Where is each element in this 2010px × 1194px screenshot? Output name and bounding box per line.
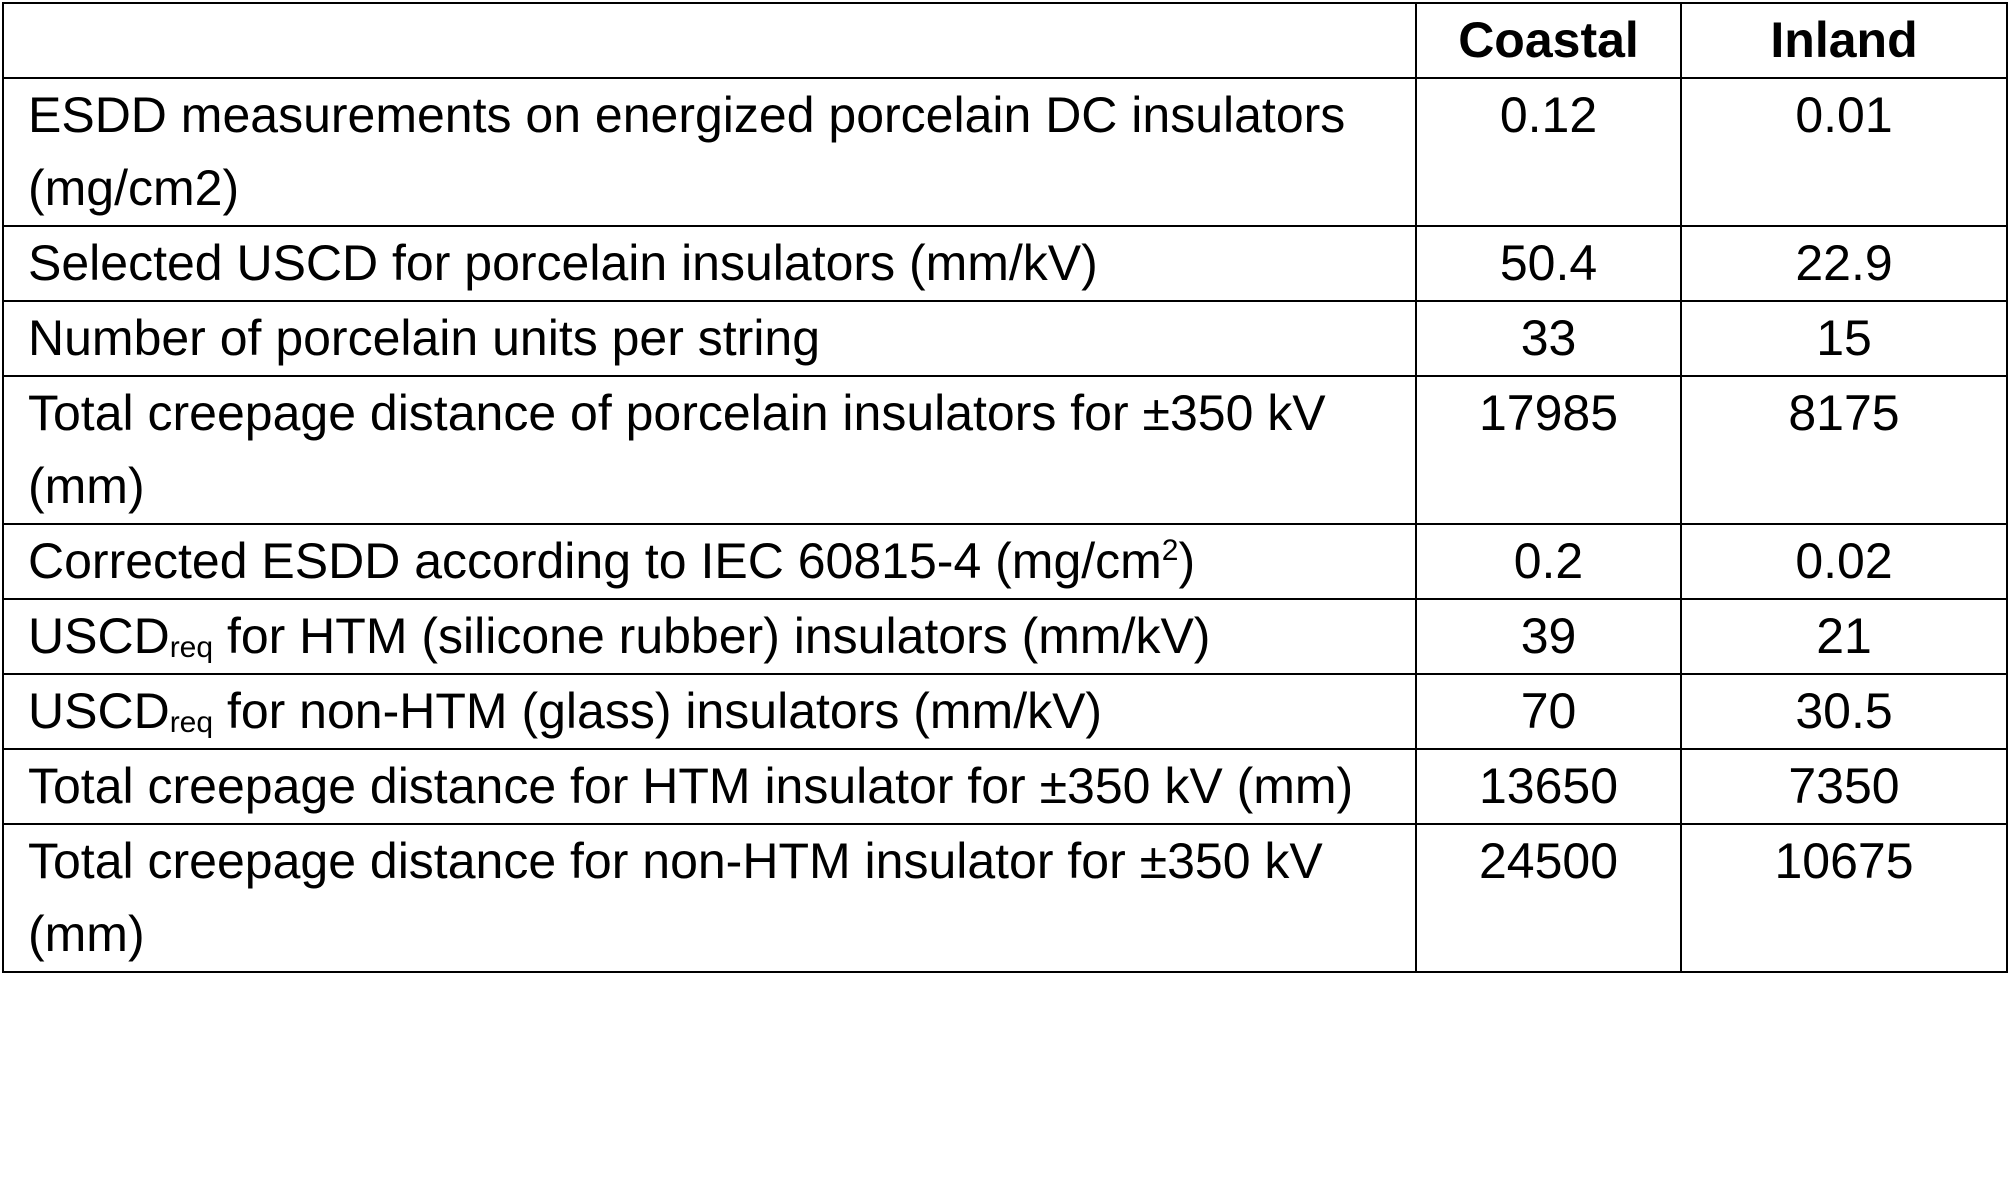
label-text: USCD [28, 683, 170, 739]
value-cell: 30.5 [1680, 673, 2008, 750]
value-cell: 13650 [1415, 748, 1682, 825]
table-row: Total creepage distance of porcelain ins… [2, 375, 2008, 525]
value-cell: 8175 [1680, 375, 2008, 525]
value-cell: 0.12 [1415, 77, 1682, 227]
label-text: for non-HTM (glass) insulators (mm/kV) [213, 683, 1103, 739]
label-text: Number of porcelain units per string [28, 310, 821, 366]
header-cell: Coastal [1415, 2, 1682, 79]
value-cell: 50.4 [1415, 225, 1682, 302]
subscript: req [169, 706, 214, 739]
value-cell: 0.02 [1680, 523, 2008, 600]
row-label: Total creepage distance for HTM insulato… [2, 748, 1417, 825]
table-body: ESDD measurements on energized porcelain… [2, 77, 2008, 973]
label-text: Total creepage distance of porcelain ins… [28, 385, 1326, 514]
value-cell: 0.01 [1680, 77, 2008, 227]
subscript: req [169, 631, 214, 664]
row-label: Number of porcelain units per string [2, 300, 1417, 377]
header-cell [2, 2, 1417, 79]
value-cell: 39 [1415, 598, 1682, 675]
superscript: 2 [1161, 534, 1179, 567]
row-label: ESDD measurements on energized porcelain… [2, 77, 1417, 227]
value-cell: 17985 [1415, 375, 1682, 525]
data-table: Coastal Inland ESDD measurements on ener… [2, 2, 2008, 973]
table-row: Corrected ESDD according to IEC 60815-4 … [2, 523, 2008, 600]
table-row: Total creepage distance for HTM insulato… [2, 748, 2008, 825]
label-text: Selected USCD for porcelain insulators (… [28, 235, 1098, 291]
row-label: USCDreq for non-HTM (glass) insulators (… [2, 673, 1417, 750]
table-row: USCDreq for non-HTM (glass) insulators (… [2, 673, 2008, 750]
table-row: Number of porcelain units per string 33 15 [2, 300, 2008, 377]
row-label: Selected USCD for porcelain insulators (… [2, 225, 1417, 302]
value-cell: 10675 [1680, 823, 2008, 973]
label-text: Total creepage distance for HTM insulato… [28, 758, 1354, 814]
table-row: ESDD measurements on energized porcelain… [2, 77, 2008, 227]
value-cell: 70 [1415, 673, 1682, 750]
row-label: USCDreq for HTM (silicone rubber) insula… [2, 598, 1417, 675]
label-text: for HTM (silicone rubber) insulators (mm… [213, 608, 1211, 664]
row-label: Total creepage distance for non-HTM insu… [2, 823, 1417, 973]
value-cell: 33 [1415, 300, 1682, 377]
value-cell: 0.2 [1415, 523, 1682, 600]
table-row: Total creepage distance for non-HTM insu… [2, 823, 2008, 973]
table-row: USCDreq for HTM (silicone rubber) insula… [2, 598, 2008, 675]
header-cell: Inland [1680, 2, 2008, 79]
label-text: ESDD measurements on energized porcelain… [28, 87, 1346, 216]
value-cell: 15 [1680, 300, 2008, 377]
header-row: Coastal Inland [2, 2, 2008, 79]
value-cell: 22.9 [1680, 225, 2008, 302]
label-text: Corrected ESDD according to IEC 60815-4 … [28, 533, 1162, 589]
row-label: Corrected ESDD according to IEC 60815-4 … [2, 523, 1417, 600]
value-cell: 21 [1680, 598, 2008, 675]
label-text: ) [1178, 533, 1196, 589]
value-cell: 24500 [1415, 823, 1682, 973]
value-cell: 7350 [1680, 748, 2008, 825]
label-text: Total creepage distance for non-HTM insu… [28, 833, 1323, 962]
row-label: Total creepage distance of porcelain ins… [2, 375, 1417, 525]
label-text: USCD [28, 608, 170, 664]
table-row: Selected USCD for porcelain insulators (… [2, 225, 2008, 302]
